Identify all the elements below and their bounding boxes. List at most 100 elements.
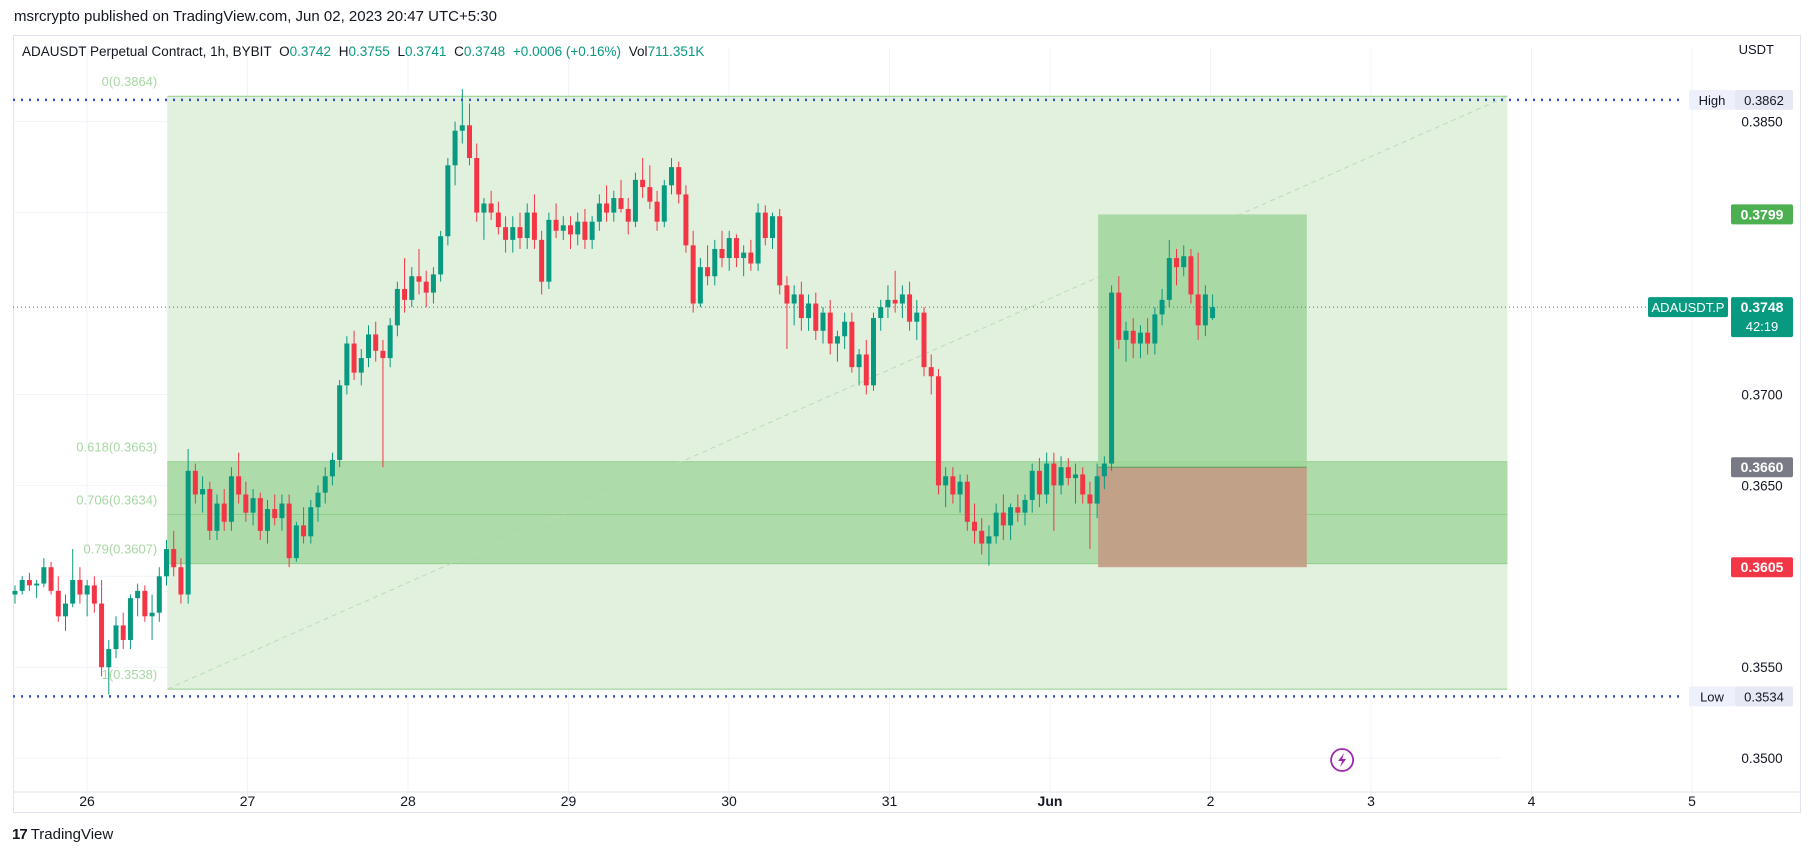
candle-body (337, 385, 343, 460)
candle-body (380, 350, 386, 359)
candle-body (589, 221, 595, 240)
candle (683, 185, 689, 253)
candle-body (1210, 307, 1216, 319)
position-stop-zone (1098, 467, 1307, 568)
candle (1166, 239, 1172, 308)
fib-level-label: 0(0.3864) (102, 74, 158, 89)
candle (1202, 285, 1208, 337)
candle-body (402, 288, 408, 300)
candle-body (77, 579, 83, 595)
candle (972, 503, 978, 544)
low-price-label: 0.3534 (1744, 689, 1784, 704)
time-tick-label: 27 (240, 793, 256, 809)
candle (402, 258, 408, 313)
candle (41, 558, 47, 588)
lightning-icon (1330, 748, 1355, 772)
candle (265, 499, 271, 544)
candle (524, 203, 530, 249)
candle (127, 594, 133, 650)
candle-body (928, 367, 934, 377)
candle-body (1087, 494, 1093, 504)
candle-body (1051, 463, 1057, 486)
candle (762, 205, 768, 246)
chart-panel[interactable] (13, 35, 1801, 813)
candle-body (228, 476, 234, 522)
low-label: L (397, 44, 406, 59)
candle-body (430, 274, 436, 293)
candle (510, 216, 516, 253)
candle (871, 312, 877, 391)
candle (19, 576, 25, 595)
candle-body (344, 343, 350, 386)
candle-body (733, 238, 739, 259)
candle-body (842, 321, 848, 337)
time-tick-label: 31 (882, 793, 898, 809)
candle (178, 558, 184, 604)
fib-level-label: 0.618(0.3663) (76, 440, 157, 455)
candle-body (1137, 332, 1143, 344)
candle-body (171, 549, 177, 568)
candle-body (1174, 258, 1180, 268)
candle-body (921, 312, 927, 368)
candle (1181, 245, 1187, 277)
candle-body (416, 276, 422, 282)
candle (539, 230, 545, 295)
candle (286, 494, 292, 568)
candle-body (885, 299, 891, 308)
close-label: C (454, 44, 464, 59)
candle (438, 230, 444, 282)
candle-body (1065, 467, 1071, 479)
candle (943, 467, 949, 508)
candle (185, 449, 191, 604)
candle-body (705, 267, 711, 277)
last-price-value: 0.3748 (1741, 299, 1784, 315)
candle (842, 312, 848, 349)
candle-body (957, 481, 963, 495)
candle (84, 579, 90, 617)
price-tick-label: 0.3700 (1741, 387, 1782, 402)
high-tag-bg (1689, 89, 1735, 110)
candle-body (19, 579, 25, 591)
time-tick-label: 30 (721, 793, 737, 809)
candle-body (91, 585, 97, 604)
candle-body (748, 252, 754, 264)
candle (380, 339, 386, 468)
candle (106, 639, 112, 695)
candle (322, 467, 328, 504)
candle-body (1036, 470, 1042, 495)
candle-body (582, 221, 588, 240)
candle (741, 245, 747, 277)
candle-body (26, 579, 32, 586)
candle-body (373, 334, 379, 351)
candle-body (560, 225, 566, 231)
candle-body (503, 227, 509, 240)
candle-body (972, 521, 978, 531)
candle-body (697, 267, 703, 304)
time-tick-label: 4 (1528, 793, 1536, 809)
candle (337, 379, 343, 468)
symbol-tag-bg (1648, 297, 1728, 318)
candle-body (871, 318, 877, 386)
candle-body (272, 509, 278, 519)
time-tick-label: 26 (79, 793, 95, 809)
candle (733, 234, 739, 268)
footer-branding[interactable]: 17 TradingView (12, 826, 113, 843)
candle (1015, 494, 1021, 522)
candle-body (113, 625, 119, 650)
candle-body (409, 276, 415, 300)
candle (618, 179, 624, 213)
price-tick-label: 0.3650 (1741, 478, 1782, 493)
candle-body (604, 203, 610, 213)
currency-label[interactable]: USDT (1738, 42, 1774, 57)
candle (791, 285, 797, 326)
candle-body (575, 221, 581, 235)
candle-body (827, 312, 833, 344)
candle-body (625, 208, 631, 222)
candle-body (899, 294, 905, 304)
candle (135, 583, 141, 617)
candle (12, 585, 18, 604)
candle (1036, 458, 1042, 508)
candle-body (1015, 507, 1021, 513)
candle-body (820, 312, 826, 331)
